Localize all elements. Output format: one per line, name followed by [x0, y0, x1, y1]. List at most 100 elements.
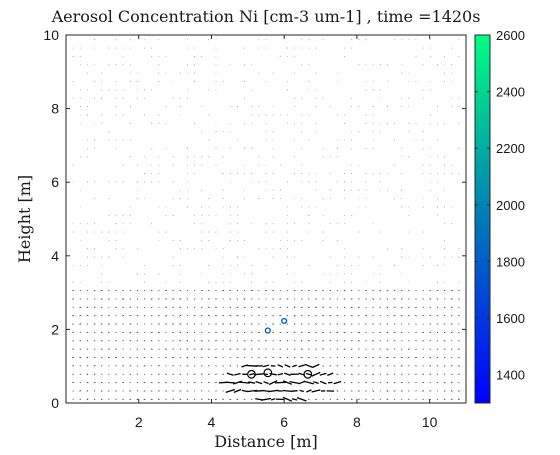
- velocity-vector: [186, 156, 189, 158]
- velocity-vector: [386, 105, 389, 108]
- velocity-vector: [193, 356, 196, 359]
- velocity-vector: [129, 306, 132, 309]
- velocity-vector: [408, 97, 410, 99]
- velocity-vector: [292, 364, 297, 368]
- velocity-vector: [93, 181, 96, 183]
- velocity-vector: [329, 365, 332, 367]
- colorbar-tick-label: 2600: [496, 28, 525, 43]
- velocity-vector: [307, 356, 310, 359]
- velocity-vector: [250, 323, 253, 325]
- velocity-vector: [343, 223, 346, 225]
- velocity-vector: [72, 348, 75, 350]
- velocity-vector: [208, 156, 210, 158]
- velocity-vector: [272, 156, 274, 158]
- velocity-vector: [108, 256, 110, 258]
- velocity-vector: [393, 323, 396, 325]
- velocity-vector: [303, 380, 314, 385]
- velocity-vector: [315, 105, 317, 108]
- velocity-vector: [422, 314, 425, 317]
- velocity-vector: [379, 340, 381, 342]
- velocity-vector: [372, 340, 375, 342]
- velocity-vector: [243, 315, 246, 317]
- velocity-vector: [79, 323, 82, 325]
- velocity-vector: [336, 323, 339, 325]
- velocity-vector: [393, 122, 396, 124]
- velocity-vector: [129, 373, 132, 376]
- velocity-vector: [408, 323, 410, 325]
- velocity-vectors: [72, 39, 460, 402]
- velocity-vector: [343, 256, 346, 258]
- velocity-vector: [443, 390, 446, 392]
- velocity-vector: [372, 256, 374, 258]
- velocity-vector: [250, 298, 253, 300]
- plot-frame: [65, 34, 467, 404]
- velocity-vector: [450, 306, 453, 309]
- velocity-vector: [143, 356, 146, 359]
- velocity-vector: [122, 381, 125, 384]
- velocity-vector: [179, 398, 182, 401]
- velocity-vector: [451, 172, 453, 175]
- velocity-vector: [336, 331, 339, 334]
- velocity-vector: [294, 106, 296, 108]
- velocity-vector: [443, 348, 446, 350]
- velocity-vector: [458, 281, 460, 283]
- colorbar-tick-label: 2400: [496, 85, 525, 100]
- velocity-vector: [443, 356, 446, 359]
- velocity-vector: [357, 356, 360, 359]
- velocity-vector: [86, 340, 89, 342]
- velocity-vector: [436, 264, 439, 267]
- outline-circle: [247, 369, 256, 379]
- velocity-vector: [79, 356, 82, 359]
- velocity-vector: [93, 365, 96, 367]
- velocity-vector: [451, 340, 453, 342]
- velocity-vector: [201, 189, 203, 191]
- velocity-vector: [108, 373, 110, 375]
- velocity-vector: [255, 380, 263, 385]
- velocity-vector: [327, 372, 334, 377]
- velocity-vector: [193, 214, 196, 216]
- velocity-vector: [193, 80, 196, 83]
- velocity-vector: [79, 289, 81, 292]
- velocity-vector: [269, 372, 277, 376]
- velocity-vector: [265, 356, 267, 359]
- velocity-vector: [291, 398, 298, 401]
- colorbar-tick-label: 2000: [496, 198, 525, 213]
- velocity-vector: [93, 381, 96, 384]
- velocity-vector: [305, 372, 312, 376]
- velocity-vector: [243, 198, 246, 200]
- velocity-vector: [254, 390, 264, 392]
- velocity-vector: [286, 47, 289, 49]
- velocity-vector: [415, 314, 417, 317]
- velocity-vector: [429, 289, 431, 292]
- velocity-vector: [150, 348, 153, 350]
- velocity-vector: [93, 390, 96, 392]
- velocity-vector: [343, 315, 346, 317]
- velocity-vector: [249, 372, 255, 376]
- velocity-vector: [236, 239, 238, 241]
- velocity-vector: [250, 348, 253, 350]
- particle-marker: [264, 327, 271, 334]
- velocity-vector: [158, 298, 160, 300]
- velocity-vector: [365, 172, 367, 175]
- velocity-vector: [343, 298, 346, 300]
- velocity-vector: [172, 181, 174, 183]
- velocity-vector: [422, 231, 424, 233]
- velocity-vector: [386, 348, 389, 350]
- velocity-vector: [350, 289, 353, 292]
- velocity-vector: [322, 340, 324, 342]
- velocity-vector: [222, 315, 225, 317]
- velocity-vector: [186, 298, 189, 300]
- velocity-vector: [314, 306, 318, 308]
- velocity-vector: [422, 390, 425, 392]
- velocity-vector: [215, 365, 217, 367]
- x-tick-label: 2: [135, 414, 143, 430]
- velocity-vector: [400, 331, 403, 334]
- velocity-vector: [215, 331, 217, 334]
- velocity-vector: [93, 373, 96, 375]
- velocity-vector: [284, 364, 291, 368]
- velocity-vector: [400, 356, 403, 359]
- velocity-vector: [350, 381, 353, 384]
- velocity-vector: [429, 381, 432, 384]
- velocity-vector: [243, 289, 246, 292]
- velocity-vector: [158, 80, 160, 83]
